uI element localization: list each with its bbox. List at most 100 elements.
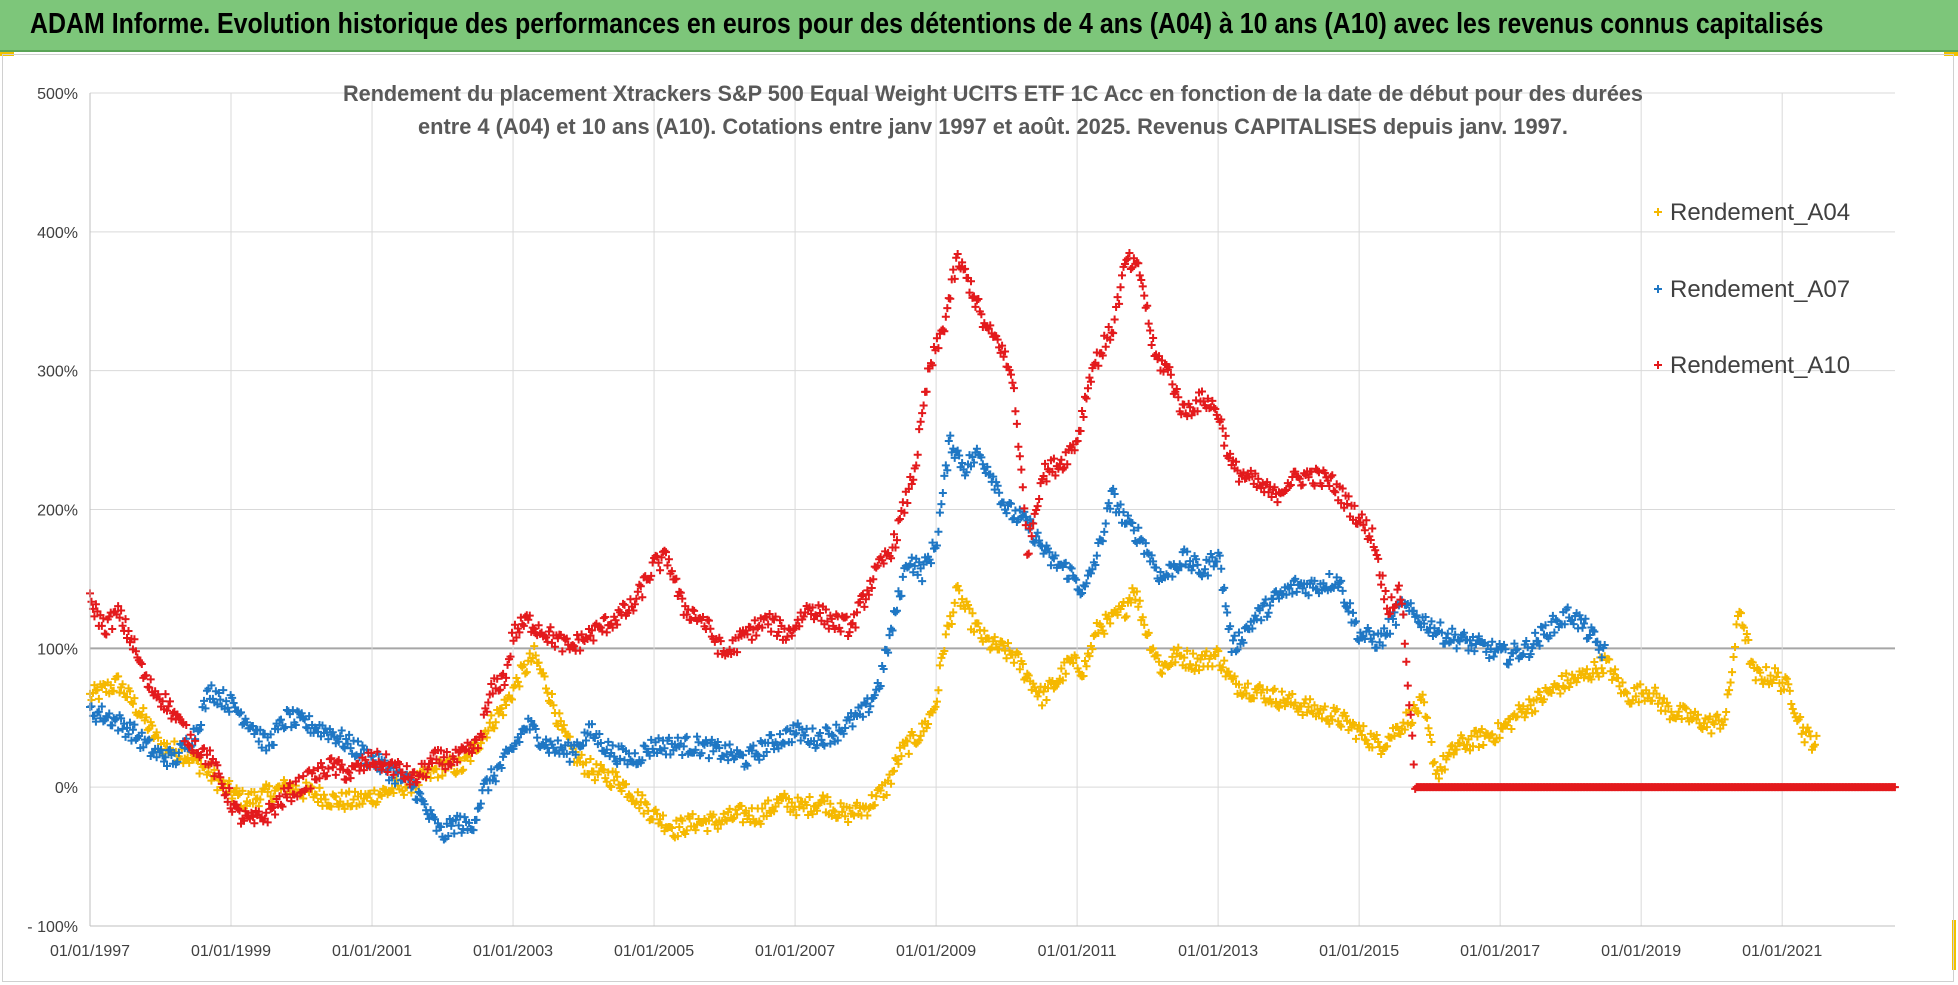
data-point [1381, 587, 1390, 595]
data-point [1285, 482, 1294, 491]
data-point [231, 703, 240, 712]
data-point [1119, 508, 1128, 517]
data-point [867, 791, 876, 800]
data-point [1137, 535, 1146, 544]
x-tick-label: 01/01/1997 [50, 943, 130, 960]
data-point [1116, 283, 1125, 292]
data-point [214, 688, 223, 697]
data-point [124, 730, 133, 739]
data-point [1402, 657, 1411, 666]
data-point [1511, 646, 1520, 655]
data-point [1230, 672, 1239, 681]
data-point [747, 746, 756, 755]
data-point [1123, 511, 1132, 520]
data-point [1220, 441, 1229, 450]
data-point [1437, 628, 1446, 637]
data-point [1430, 758, 1439, 767]
data-point [1560, 620, 1569, 629]
data-point [1208, 662, 1217, 671]
data-point [1212, 557, 1221, 566]
data-point [681, 734, 690, 743]
data-point [334, 737, 343, 746]
data-point [1344, 492, 1353, 501]
data-point [935, 661, 944, 670]
data-point [1735, 607, 1744, 616]
data-point [972, 296, 981, 305]
data-point [1051, 471, 1060, 480]
data-point [1120, 260, 1129, 269]
chart-title: Rendement du placement Xtrackers S&P 500… [343, 81, 1643, 139]
series-Rendement_A07 [86, 431, 1609, 844]
data-point [704, 754, 713, 763]
data-point [627, 757, 636, 766]
data-point [801, 608, 810, 617]
data-point [1186, 660, 1195, 669]
data-point [1248, 624, 1257, 633]
data-point [1239, 468, 1248, 477]
data-point [1353, 635, 1362, 644]
data-point [1277, 687, 1286, 696]
data-point [216, 695, 225, 704]
data-point [577, 630, 586, 639]
data-point [753, 750, 762, 759]
data-point [407, 773, 416, 782]
data-point [1304, 591, 1313, 600]
data-point [223, 703, 232, 712]
data-point [1255, 606, 1264, 615]
data-point [1291, 467, 1300, 476]
data-point [775, 730, 784, 739]
data-point [1282, 698, 1291, 707]
data-point [801, 731, 810, 740]
data-point [447, 760, 456, 769]
data-point [342, 775, 351, 784]
data-point [568, 641, 577, 650]
data-point [864, 804, 873, 813]
data-point [232, 800, 241, 809]
data-point [457, 766, 466, 775]
data-point [493, 674, 502, 683]
data-point [958, 458, 967, 467]
data-point [1203, 394, 1212, 403]
data-point [783, 632, 792, 641]
data-point [887, 554, 896, 563]
data-point [1680, 703, 1689, 712]
data-point [844, 632, 853, 641]
data-point [866, 702, 875, 711]
data-point [660, 546, 669, 555]
data-point [152, 753, 161, 762]
data-point [439, 753, 448, 762]
data-point [1773, 668, 1782, 677]
data-point [827, 614, 836, 623]
data-point [1303, 708, 1312, 717]
data-point [1427, 738, 1436, 747]
data-point [1357, 730, 1366, 739]
data-point [1331, 488, 1340, 497]
data-point [738, 751, 747, 760]
data-point [402, 762, 411, 771]
data-point [1135, 271, 1144, 280]
data-point [830, 807, 839, 816]
data-point [820, 741, 829, 750]
data-point [1128, 518, 1137, 527]
data-point [558, 647, 567, 656]
data-point [1075, 667, 1084, 676]
data-point [1326, 472, 1335, 481]
data-point [219, 686, 228, 695]
data-point [1235, 680, 1243, 689]
data-point [1061, 669, 1070, 678]
data-point [207, 681, 216, 690]
data-point [391, 779, 400, 788]
data-point [1115, 299, 1124, 308]
data-point [1008, 378, 1017, 387]
data-point [808, 603, 817, 612]
data-point [1522, 637, 1531, 646]
data-point [1458, 734, 1467, 743]
data-point [1317, 714, 1326, 723]
data-point [319, 790, 328, 799]
data-point [1186, 557, 1195, 566]
data-point [771, 612, 780, 621]
data-point [741, 806, 750, 815]
data-point [1325, 719, 1334, 728]
data-point [1452, 745, 1461, 754]
data-point [1797, 729, 1806, 738]
